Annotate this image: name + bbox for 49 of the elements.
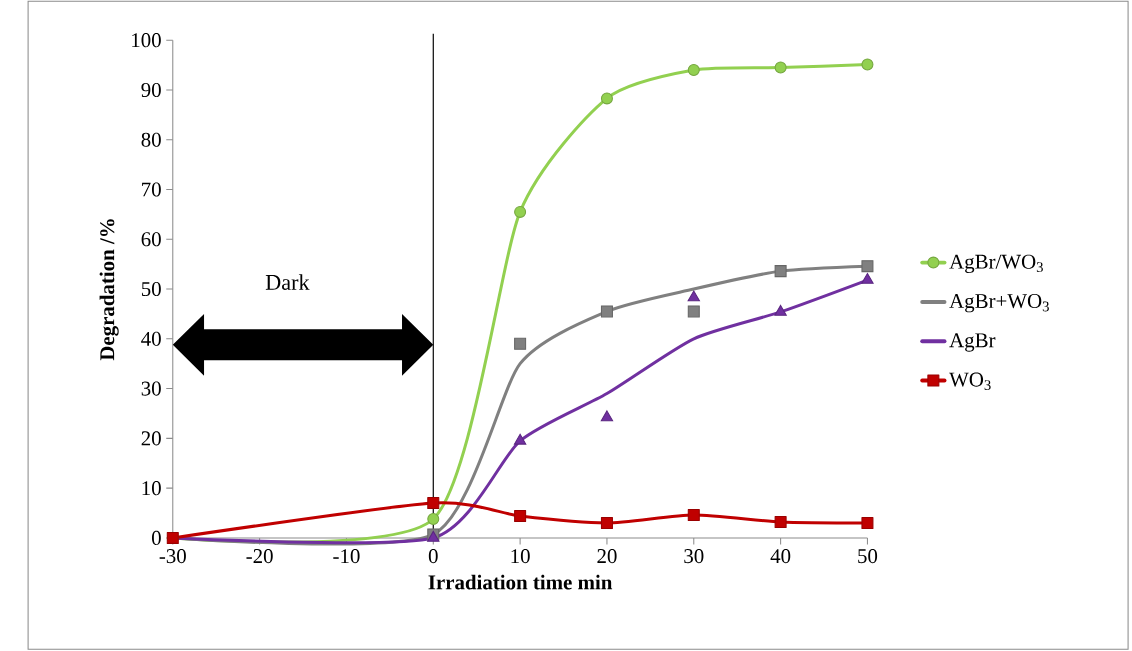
y-tick-label: 70 xyxy=(142,182,161,197)
legend-label: AgBr xyxy=(949,333,996,352)
point xyxy=(861,260,874,273)
point xyxy=(687,290,700,302)
point xyxy=(514,206,527,219)
point xyxy=(774,61,787,74)
point xyxy=(861,517,874,530)
x-tick-label: -20 xyxy=(246,549,273,564)
point xyxy=(427,513,440,526)
y-tick-label: 0 xyxy=(151,531,161,546)
point xyxy=(687,509,700,522)
point xyxy=(600,305,613,318)
x-tick-label: 40 xyxy=(770,549,791,564)
y-tick-label: 40 xyxy=(141,331,161,347)
y-tick-label: 100 xyxy=(132,33,161,48)
point xyxy=(427,497,440,510)
x-tick-label: -30 xyxy=(159,549,186,564)
y-tick-label: 20 xyxy=(141,431,161,446)
point xyxy=(514,337,527,350)
y-tick-label: 60 xyxy=(141,232,161,247)
y-tick-label: 80 xyxy=(141,132,161,147)
point xyxy=(861,58,874,71)
y-tick-label: 50 xyxy=(141,282,161,297)
legend-label: AgBr+WO$_{3}$ xyxy=(949,294,1049,313)
legend-label: AgBr/WO$_{3}$ xyxy=(949,254,1043,274)
x-tick-label: 10 xyxy=(511,549,530,564)
y-tick-label: 90 xyxy=(141,83,161,98)
legend-label: WO$_{3}$ xyxy=(949,372,991,391)
x-tick-label: 30 xyxy=(684,549,704,564)
point xyxy=(600,410,614,422)
y-tick-label: 30 xyxy=(141,381,161,396)
point xyxy=(861,273,874,285)
annotation: Dark xyxy=(265,274,310,291)
point xyxy=(687,64,700,77)
y-axis-title: Degradation /% xyxy=(99,219,119,361)
y-tick-label: 10 xyxy=(142,481,161,496)
point xyxy=(774,516,787,529)
point xyxy=(600,517,613,530)
x-tick-label: 20 xyxy=(597,549,617,564)
point xyxy=(687,305,700,318)
point xyxy=(514,510,527,523)
point xyxy=(774,305,787,316)
x-tick-label: 0 xyxy=(428,549,438,564)
point xyxy=(774,265,787,278)
point xyxy=(600,92,613,105)
x-tick-label: 50 xyxy=(858,549,878,564)
x-tick-label: -10 xyxy=(333,549,360,564)
x-axis-title: Irradiation time min xyxy=(428,574,613,590)
point xyxy=(513,433,527,445)
